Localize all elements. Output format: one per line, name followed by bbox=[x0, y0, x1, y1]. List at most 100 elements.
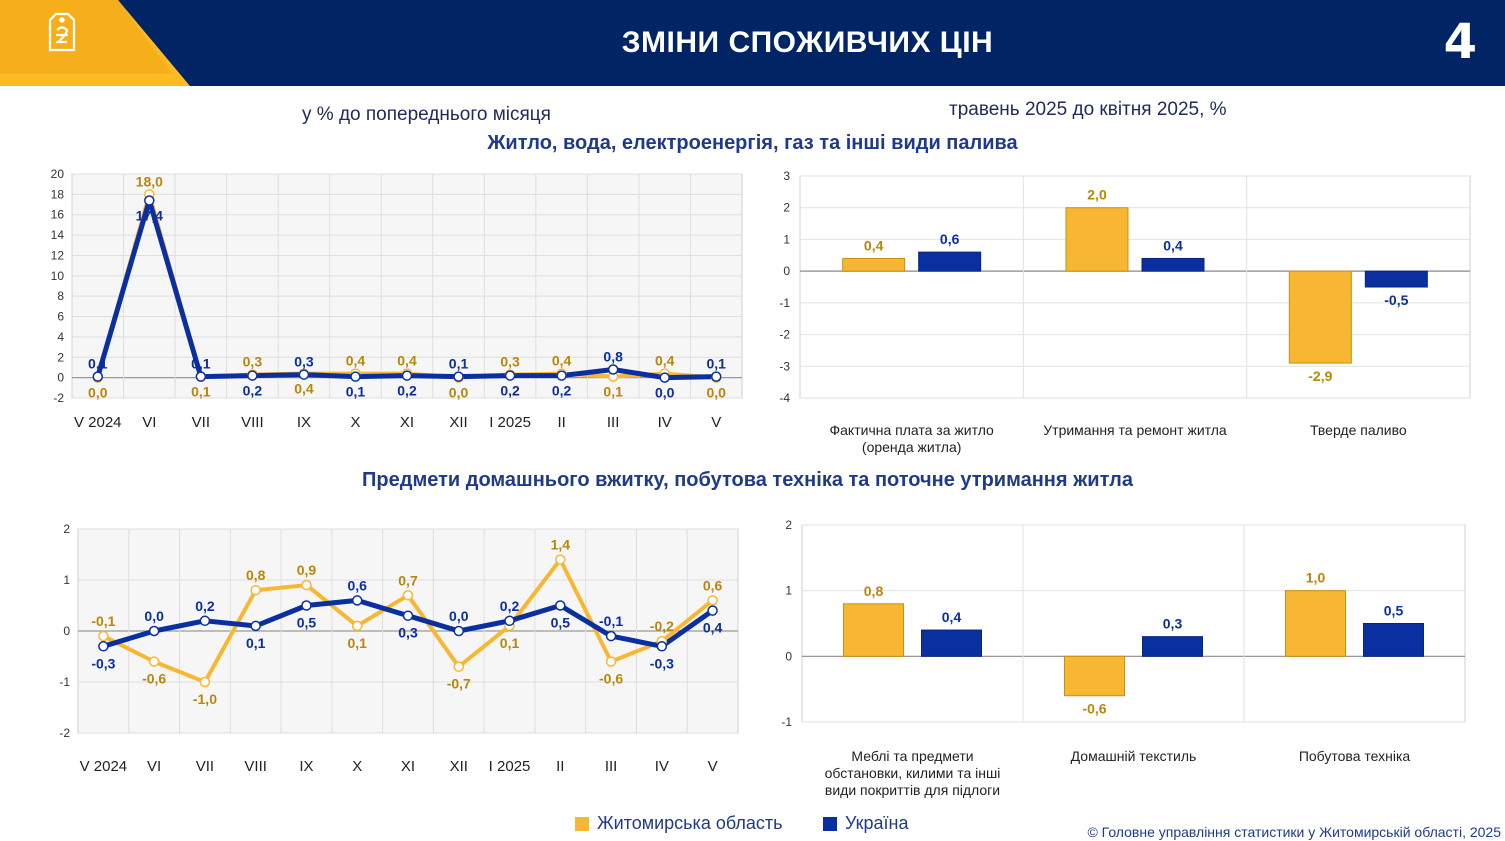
data-label-ukraine: 0,2 bbox=[500, 383, 520, 399]
data-label-zhytomyr: 0,1 bbox=[347, 635, 367, 651]
point-ukraine bbox=[247, 370, 258, 381]
y-tick-label: -1 bbox=[781, 715, 792, 729]
point-ukraine bbox=[556, 370, 567, 381]
data-label-ukraine: 0,8 bbox=[603, 348, 623, 364]
data-label-zhytomyr: 0,4 bbox=[294, 381, 314, 397]
y-tick-label: -2 bbox=[779, 328, 790, 342]
page-number: 4 bbox=[1443, 14, 1477, 70]
bar-zhytomyr bbox=[842, 257, 906, 272]
data-label-ukraine: 0,6 bbox=[940, 231, 960, 247]
data-label-ukraine: 0,4 bbox=[1163, 237, 1183, 253]
data-label-zhytomyr: 0,8 bbox=[246, 567, 266, 583]
point-ukraine bbox=[707, 605, 718, 616]
data-label-zhytomyr: 0,1 bbox=[500, 635, 520, 651]
bar-zhytomyr bbox=[1064, 655, 1125, 697]
subtitle-monthly: у % до попереднього місяця bbox=[302, 104, 551, 125]
data-label-zhytomyr: 2,0 bbox=[1087, 187, 1107, 203]
data-label-ukraine: 0,2 bbox=[500, 598, 520, 614]
data-label-ukraine: 17,4 bbox=[136, 207, 163, 223]
bar-ukraine bbox=[1363, 623, 1424, 657]
point-zhytomyr bbox=[453, 661, 465, 672]
x-tick-label: V bbox=[711, 414, 721, 431]
legend-swatch-ukraine bbox=[823, 816, 837, 831]
plot-area bbox=[71, 173, 743, 399]
point-ukraine bbox=[298, 369, 310, 380]
bar-ukraine bbox=[1364, 270, 1428, 288]
data-label-zhytomyr: 1,4 bbox=[551, 537, 571, 553]
data-label-ukraine: 0,1 bbox=[706, 356, 726, 372]
header-banner: ЗМІНИ СПОЖИВЧИХ ЦІН 4 bbox=[0, 0, 1505, 86]
data-label-zhytomyr: 18,0 bbox=[136, 173, 163, 189]
x-tick-label: III bbox=[607, 414, 620, 431]
data-label-ukraine: 0,2 bbox=[195, 598, 215, 614]
x-tick-label: V 2024 bbox=[74, 414, 122, 431]
x-tick-label: VIII bbox=[244, 758, 267, 775]
data-label-ukraine: 0,0 bbox=[655, 385, 675, 401]
y-tick-label: -2 bbox=[59, 726, 70, 740]
y-tick-label: 16 bbox=[51, 208, 65, 222]
y-tick-label: 0 bbox=[783, 264, 790, 278]
data-label-zhytomyr: 0,0 bbox=[706, 385, 726, 401]
y-tick-label: 4 bbox=[57, 330, 64, 344]
y-tick-label: 2 bbox=[57, 350, 64, 364]
data-label-zhytomyr: -0,6 bbox=[142, 671, 166, 687]
bar-zhytomyr bbox=[1288, 270, 1352, 364]
y-tick-label: -2 bbox=[53, 391, 64, 405]
y-tick-label: 0 bbox=[57, 371, 64, 385]
data-label-zhytomyr: 0,1 bbox=[603, 384, 623, 400]
data-label-zhytomyr: -0,2 bbox=[650, 618, 674, 634]
point-zhytomyr bbox=[707, 595, 718, 606]
point-ukraine bbox=[453, 371, 464, 382]
y-tick-label: 2 bbox=[63, 522, 70, 536]
point-zhytomyr bbox=[555, 554, 566, 565]
x-tick-label: VII bbox=[192, 414, 210, 431]
y-tick-label: 14 bbox=[51, 228, 65, 242]
x-tick-label: XI bbox=[401, 758, 415, 775]
x-tick-label: VI bbox=[142, 414, 156, 431]
bar-ukraine bbox=[1141, 257, 1205, 272]
data-label-zhytomyr: 0,4 bbox=[552, 353, 572, 369]
x-tick-label: II bbox=[556, 758, 564, 775]
point-ukraine bbox=[402, 610, 414, 621]
bar-ukraine bbox=[918, 251, 982, 272]
x-tick-label: IX bbox=[297, 414, 311, 431]
point-ukraine bbox=[195, 371, 207, 382]
data-label-ukraine: -0,3 bbox=[650, 655, 674, 671]
point-zhytomyr bbox=[98, 630, 109, 642]
data-label-zhytomyr: -0,7 bbox=[447, 676, 471, 692]
data-label-zhytomyr: 0,9 bbox=[297, 562, 317, 578]
data-label-zhytomyr: 0,4 bbox=[397, 353, 417, 369]
y-tick-label: 3 bbox=[783, 169, 790, 183]
x-tick-label: обстановки, килими та інші bbox=[825, 765, 1001, 781]
point-zhytomyr bbox=[605, 656, 617, 667]
data-label-ukraine: 0,1 bbox=[346, 384, 366, 400]
point-zhytomyr bbox=[250, 584, 261, 596]
data-label-ukraine: 0,2 bbox=[243, 383, 263, 399]
data-label-zhytomyr: -0,6 bbox=[1082, 701, 1106, 717]
point-ukraine bbox=[144, 195, 155, 206]
x-tick-label: Утримання та ремонт житла bbox=[1043, 422, 1227, 438]
point-ukraine bbox=[710, 371, 722, 382]
y-tick-label: 20 bbox=[51, 167, 65, 181]
point-ukraine bbox=[659, 372, 670, 383]
point-ukraine bbox=[504, 615, 515, 627]
y-tick-label: 18 bbox=[51, 187, 65, 201]
data-label-zhytomyr: 0,0 bbox=[88, 385, 108, 401]
y-tick-label: 8 bbox=[57, 289, 64, 303]
y-tick-label: 10 bbox=[51, 269, 65, 283]
y-tick-label: 2 bbox=[785, 518, 792, 532]
data-label-zhytomyr: 0,4 bbox=[864, 237, 884, 253]
data-label-ukraine: -0,3 bbox=[91, 655, 115, 671]
x-tick-label: XI bbox=[400, 414, 414, 431]
data-label-ukraine: 0,5 bbox=[297, 615, 317, 631]
data-label-ukraine: 0,1 bbox=[449, 356, 469, 372]
data-label-zhytomyr: -2,9 bbox=[1308, 368, 1332, 384]
point-ukraine bbox=[199, 615, 211, 627]
y-tick-label: 2 bbox=[783, 201, 790, 215]
x-tick-label: VII bbox=[196, 758, 214, 775]
data-label-ukraine: 0,2 bbox=[397, 383, 417, 399]
x-tick-label: XII bbox=[449, 414, 467, 431]
y-tick-label: -1 bbox=[59, 675, 70, 689]
point-ukraine bbox=[350, 371, 361, 382]
